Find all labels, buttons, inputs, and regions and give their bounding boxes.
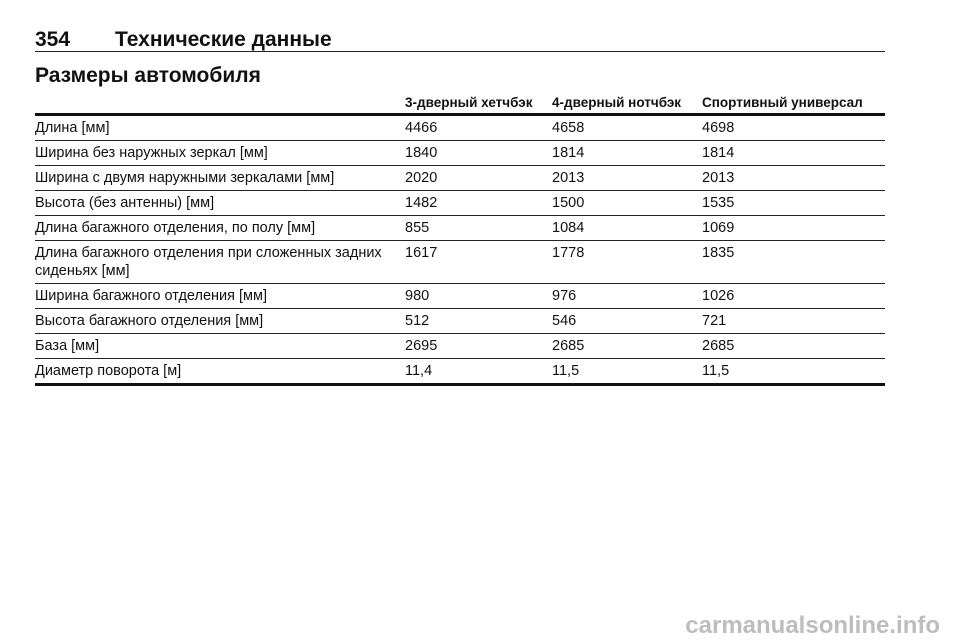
cell-value: 2020 xyxy=(405,165,552,191)
cell-value: 11,5 xyxy=(552,358,702,386)
cell-value: 721 xyxy=(702,308,885,334)
row-label: Ширина без наружных зеркал [мм] xyxy=(35,140,405,166)
row-label: Ширина с двумя наружными зеркалами [мм] xyxy=(35,165,405,191)
row-label: Высота (без антенны) [мм] xyxy=(35,190,405,216)
chapter-title: Технические данные xyxy=(115,28,332,51)
page-number: 354 xyxy=(35,28,71,51)
column-header: Спортивный универсал xyxy=(702,95,885,116)
cell-value: 1482 xyxy=(405,190,552,216)
cell-value: 1084 xyxy=(552,215,702,241)
dimensions-table: 3-дверный хетчбэк 4-дверный нотчбэк Спорти… xyxy=(35,95,885,386)
cell-value: 1778 xyxy=(552,240,702,284)
table-row: Высота (без антенны) [мм] 1482 1500 1535 xyxy=(35,190,885,216)
table-row: Высота багажного отделения [мм] 512 546 721 xyxy=(35,308,885,334)
cell-value: 512 xyxy=(405,308,552,334)
section-title: Размеры автомобиля xyxy=(35,64,261,87)
column-header: 4-дверный нотчбэк xyxy=(552,95,702,116)
cell-value: 1814 xyxy=(552,140,702,166)
cell-value: 4466 xyxy=(405,114,552,141)
cell-value: 980 xyxy=(405,283,552,309)
row-label: Длина багажного отделения при сложенных … xyxy=(35,240,405,284)
cell-value: 2013 xyxy=(702,165,885,191)
table-row: Длина багажного отделения при сложенных … xyxy=(35,240,885,284)
row-label: Высота багажного отделения [мм] xyxy=(35,308,405,334)
column-header xyxy=(35,95,405,116)
cell-value: 4658 xyxy=(552,114,702,141)
table-header: 3-дверный хетчбэк 4-дверный нотчбэк Спорти… xyxy=(35,95,885,116)
table-row: Ширина без наружных зеркал [мм] 1840 1814 1… xyxy=(35,140,885,166)
cell-value: 11,5 xyxy=(702,358,885,386)
row-label: База [мм] xyxy=(35,333,405,359)
table-row: Длина багажного отделения, по полу [мм] 8… xyxy=(35,215,885,241)
cell-value: 1026 xyxy=(702,283,885,309)
row-label: Ширина багажного отделения [мм] xyxy=(35,283,405,309)
watermark: carmanualsonline.info xyxy=(685,612,940,639)
cell-value: 1835 xyxy=(702,240,885,284)
cell-value: 1500 xyxy=(552,190,702,216)
table-row: Ширина багажного отделения [мм] 980 976 102… xyxy=(35,283,885,309)
cell-value: 4698 xyxy=(702,114,885,141)
row-label: Длина [мм] xyxy=(35,114,405,141)
header-rule xyxy=(35,51,885,52)
cell-value: 976 xyxy=(552,283,702,309)
table-row: База [мм] 2695 2685 2685 xyxy=(35,333,885,359)
cell-value: 2695 xyxy=(405,333,552,359)
table-row: Диаметр поворота [м] 11,4 11,5 11,5 xyxy=(35,358,885,386)
cell-value: 1535 xyxy=(702,190,885,216)
cell-value: 2013 xyxy=(552,165,702,191)
cell-value: 855 xyxy=(405,215,552,241)
row-label: Длина багажного отделения, по полу [мм] xyxy=(35,215,405,241)
cell-value: 1617 xyxy=(405,240,552,284)
row-label: Диаметр поворота [м] xyxy=(35,358,405,386)
cell-value: 1840 xyxy=(405,140,552,166)
column-header: 3-дверный хетчбэк xyxy=(405,95,552,116)
cell-value: 2685 xyxy=(702,333,885,359)
cell-value: 1069 xyxy=(702,215,885,241)
cell-value: 1814 xyxy=(702,140,885,166)
table-row: Длина [мм] 4466 4658 4698 xyxy=(35,114,885,141)
table-body: Длина [мм] 4466 4658 4698 Ширина без наружны… xyxy=(35,114,885,386)
cell-value: 2685 xyxy=(552,333,702,359)
cell-value: 11,4 xyxy=(405,358,552,386)
table-row: Ширина с двумя наружными зеркалами [мм] 2… xyxy=(35,165,885,191)
cell-value: 546 xyxy=(552,308,702,334)
